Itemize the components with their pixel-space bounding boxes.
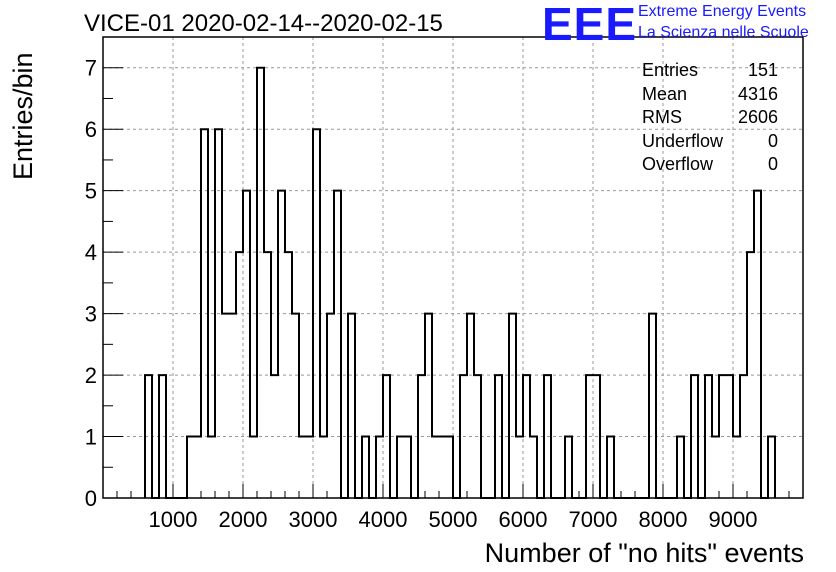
stat-mean: Mean 4316 bbox=[642, 84, 778, 108]
histogram-bin bbox=[334, 191, 341, 498]
stat-label: Underflow bbox=[642, 130, 724, 151]
x-tick-label: 1000 bbox=[149, 507, 198, 532]
x-tick-label: 4000 bbox=[359, 507, 408, 532]
histogram-bin bbox=[565, 437, 572, 498]
y-axis-label: Entries/bin bbox=[8, 52, 38, 180]
histogram-bin bbox=[187, 437, 194, 498]
y-tick-label: 3 bbox=[85, 302, 97, 327]
stat-value: 4316 bbox=[737, 83, 778, 104]
stat-label: Entries bbox=[642, 60, 699, 80]
histogram-bin bbox=[250, 437, 257, 498]
histogram-bin bbox=[327, 314, 334, 498]
eee-logo: EEE bbox=[542, 0, 638, 50]
stat-underflow: Underflow 0 bbox=[642, 131, 778, 155]
histogram-bin bbox=[222, 314, 229, 498]
x-tick-label: 2000 bbox=[219, 507, 268, 532]
stat-value: 2606 bbox=[737, 107, 778, 127]
logo-line-1: Extreme Energy Events bbox=[638, 3, 807, 20]
histogram-bin bbox=[320, 437, 327, 498]
y-tick-label: 5 bbox=[85, 179, 97, 204]
stat-label: RMS bbox=[642, 107, 682, 127]
stat-label: Mean bbox=[642, 83, 688, 104]
stat-rms: RMS 2606 bbox=[642, 107, 778, 131]
histogram-bin bbox=[292, 314, 299, 498]
stat-value: 0 bbox=[767, 154, 778, 174]
histogram-bin bbox=[299, 437, 306, 498]
histogram-bin bbox=[404, 437, 411, 498]
chart-title: VICE-01 2020-02-14--2020-02-15 bbox=[84, 10, 443, 37]
x-tick-label: 7000 bbox=[569, 507, 618, 532]
histogram-bin bbox=[432, 437, 439, 498]
histogram-bin bbox=[348, 314, 355, 498]
histogram-bin bbox=[530, 437, 537, 498]
x-tick-label: 9000 bbox=[709, 507, 758, 532]
histogram-bin bbox=[768, 437, 775, 498]
x-tick-label: 8000 bbox=[639, 507, 688, 532]
histogram-bin bbox=[278, 191, 285, 498]
histogram-bin bbox=[376, 437, 383, 498]
histogram-bin bbox=[509, 314, 516, 498]
histogram-bin bbox=[243, 191, 250, 498]
histogram-bin bbox=[257, 68, 264, 498]
histogram-bin bbox=[516, 437, 523, 498]
histogram-bin bbox=[712, 437, 719, 498]
y-tick-label: 1 bbox=[85, 425, 97, 450]
logo-line-2: La Scienza nelle Scuole bbox=[638, 24, 809, 41]
histogram-bin bbox=[446, 437, 453, 498]
stat-value: 0 bbox=[767, 130, 778, 151]
histogram-bin bbox=[439, 437, 446, 498]
x-axis-label: Number of "no hits" events bbox=[484, 538, 804, 568]
x-tick-label: 6000 bbox=[499, 507, 548, 532]
histogram-bin bbox=[607, 437, 614, 498]
x-tick-label: 5000 bbox=[429, 507, 478, 532]
histogram-bin bbox=[229, 314, 236, 498]
y-tick-label: 2 bbox=[85, 363, 97, 388]
histogram-bin bbox=[733, 437, 740, 498]
histogram-bin bbox=[754, 191, 761, 498]
y-tick-label: 0 bbox=[85, 486, 97, 511]
stat-label: Overflow bbox=[642, 154, 714, 174]
tick-labels: 1000 2000 3000 4000 5000 6000 7000 8000 9000 0 1 2 3… bbox=[85, 56, 758, 532]
axis-ticks bbox=[102, 67, 804, 499]
histogram-bin bbox=[397, 437, 404, 498]
histogram-bin bbox=[677, 437, 684, 498]
histogram-bin bbox=[194, 437, 201, 498]
y-tick-label: 4 bbox=[85, 240, 97, 265]
stats-box: Entries 151 Mean 4316 RMS 2606 Underflow… bbox=[642, 60, 778, 178]
histogram-bin bbox=[425, 314, 432, 498]
stat-value: 151 bbox=[747, 60, 778, 80]
x-tick-label: 3000 bbox=[289, 507, 338, 532]
histogram-bin bbox=[306, 437, 313, 498]
histogram-bin bbox=[208, 437, 215, 498]
histogram-bin bbox=[467, 314, 474, 498]
stat-entries: Entries 151 bbox=[642, 60, 778, 84]
y-tick-label: 6 bbox=[85, 117, 97, 142]
y-tick-label: 7 bbox=[85, 56, 97, 81]
histogram-bin bbox=[362, 437, 369, 498]
histogram-bin bbox=[649, 314, 656, 498]
stat-overflow: Overflow 0 bbox=[642, 154, 778, 178]
